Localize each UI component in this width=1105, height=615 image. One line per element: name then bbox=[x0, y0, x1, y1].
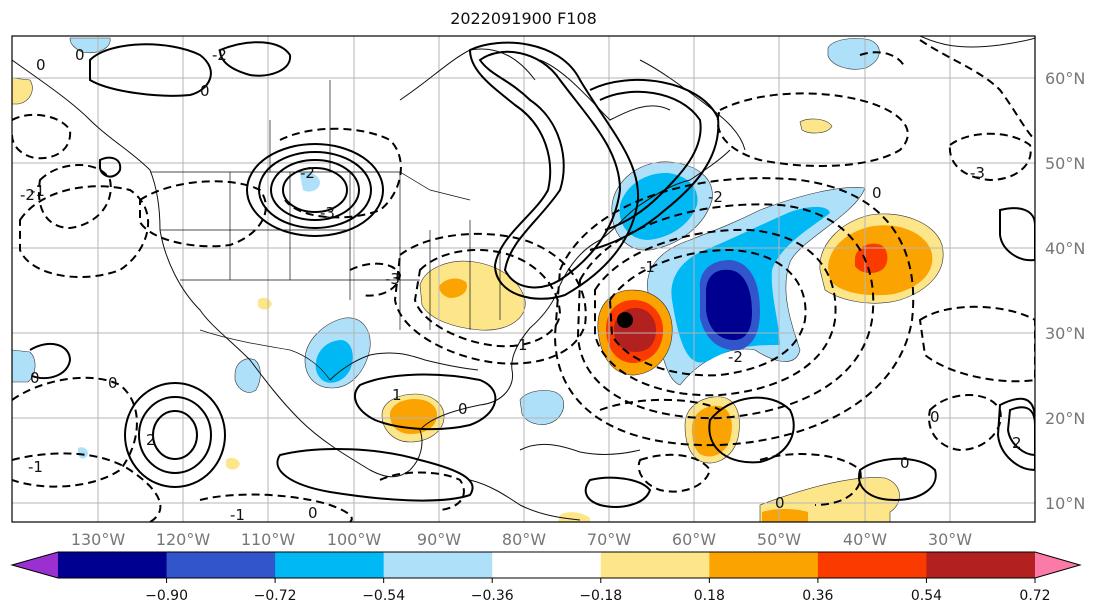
contour-label: 2 bbox=[1012, 434, 1022, 452]
lon-label: 90°W bbox=[417, 530, 461, 549]
contour-label: -3 bbox=[320, 204, 335, 222]
colorbar-ticks: −0.90 −0.72 −0.54 −0.36 −0.18 0.18 0.36 0.54 0.7… bbox=[145, 578, 1051, 604]
contour-lines bbox=[29, 41, 1035, 508]
lon-label: 80°W bbox=[502, 530, 546, 549]
longitude-labels: 130°W 120°W 110°W 100°W 90°W 80°W 70°W 6… bbox=[71, 530, 972, 549]
map-frame bbox=[11, 35, 1036, 523]
colorbar-segment bbox=[817, 552, 927, 578]
lon-label: 70°W bbox=[587, 530, 631, 549]
contour-label: -2 bbox=[20, 186, 35, 204]
colorbar-tick-label: −0.90 bbox=[145, 588, 188, 604]
contour-labels: 0 0 -2 0 -3 -2 -3 -1 -2 1 1 -2 0 0 0 -1 … bbox=[20, 46, 1022, 524]
colorbar-segment bbox=[709, 552, 819, 578]
contour-label: -1 bbox=[640, 258, 655, 276]
contour-label: 1 bbox=[518, 336, 528, 354]
lon-label: 130°W bbox=[71, 530, 126, 549]
contour-label: 0 bbox=[200, 82, 210, 100]
lat-label: 50°N bbox=[1045, 154, 1085, 173]
colorbar-segment bbox=[383, 552, 493, 578]
storm-center-marker bbox=[617, 312, 633, 328]
contour-label: -2 bbox=[212, 46, 227, 64]
contour-label: 0 bbox=[458, 400, 468, 418]
contour-label: 0 bbox=[308, 504, 318, 522]
colorbar-segments bbox=[12, 552, 1080, 578]
lon-label: 30°W bbox=[928, 530, 972, 549]
contour-label: -1 bbox=[30, 182, 45, 200]
contour-label: 0 bbox=[36, 56, 46, 74]
colorbar-segment bbox=[58, 552, 168, 578]
colorbar-tick-label: −0.36 bbox=[471, 588, 514, 604]
contour-label: 0 bbox=[930, 408, 940, 426]
lon-label: 40°W bbox=[843, 530, 887, 549]
lon-label: 50°W bbox=[757, 530, 801, 549]
lat-label: 40°N bbox=[1045, 239, 1085, 258]
lat-label: 10°N bbox=[1045, 494, 1085, 513]
contour-label: 0 bbox=[872, 184, 882, 202]
contour-label: -3 bbox=[970, 164, 985, 182]
colorbar-segment bbox=[275, 552, 385, 578]
map-title: 2022091900 F108 bbox=[450, 9, 597, 28]
latitude-labels: 60°N 50°N 40°N 30°N 20°N 10°N bbox=[1045, 69, 1085, 513]
colorbar-tick-label: 0.18 bbox=[694, 588, 725, 604]
lon-label: 110°W bbox=[241, 530, 296, 549]
colorbar-tick-label: 0.36 bbox=[802, 588, 833, 604]
lon-label: 100°W bbox=[327, 530, 382, 549]
colorbar-extend-high bbox=[1035, 552, 1080, 578]
contour-label: -1 bbox=[28, 458, 43, 476]
colorbar-tick-label: −0.54 bbox=[362, 588, 405, 604]
contour-label: 2 bbox=[146, 431, 156, 449]
lon-label: 120°W bbox=[156, 530, 211, 549]
contour-label: 0 bbox=[900, 454, 910, 472]
contour-label: -2 bbox=[708, 188, 723, 206]
contour-label: -3 bbox=[385, 270, 400, 288]
lat-label: 20°N bbox=[1045, 409, 1085, 428]
graticule bbox=[12, 36, 1035, 522]
contour-label: 1 bbox=[392, 386, 402, 404]
colorbar-extend-low bbox=[12, 552, 58, 578]
colorbar-tick-label: 0.72 bbox=[1019, 588, 1050, 604]
contour-lines-negative bbox=[12, 39, 1035, 522]
lat-label: 60°N bbox=[1045, 69, 1085, 88]
lat-label: 30°N bbox=[1045, 324, 1085, 343]
colorbar-segment bbox=[600, 552, 710, 578]
contour-label: -2 bbox=[300, 164, 315, 182]
contour-label: 0 bbox=[30, 369, 40, 387]
colorbar-segment bbox=[926, 552, 1036, 578]
colorbar-segment bbox=[492, 552, 602, 578]
colorbar-segment bbox=[166, 552, 276, 578]
colorbar-tick-label: −0.72 bbox=[254, 588, 297, 604]
political-borders bbox=[150, 80, 501, 381]
contour-label: -1 bbox=[230, 506, 245, 524]
colorbar-tick-label: 0.54 bbox=[911, 588, 942, 604]
contour-label: 0 bbox=[108, 374, 118, 392]
colorbar-tick-label: −0.18 bbox=[579, 588, 622, 604]
contour-label: 0 bbox=[75, 46, 85, 64]
colorbar: −0.90 −0.72 −0.54 −0.36 −0.18 0.18 0.36 0.54 0.7… bbox=[10, 551, 1082, 604]
contour-label: -2 bbox=[728, 348, 743, 366]
lon-label: 60°W bbox=[672, 530, 716, 549]
contour-label: 0 bbox=[775, 494, 785, 512]
